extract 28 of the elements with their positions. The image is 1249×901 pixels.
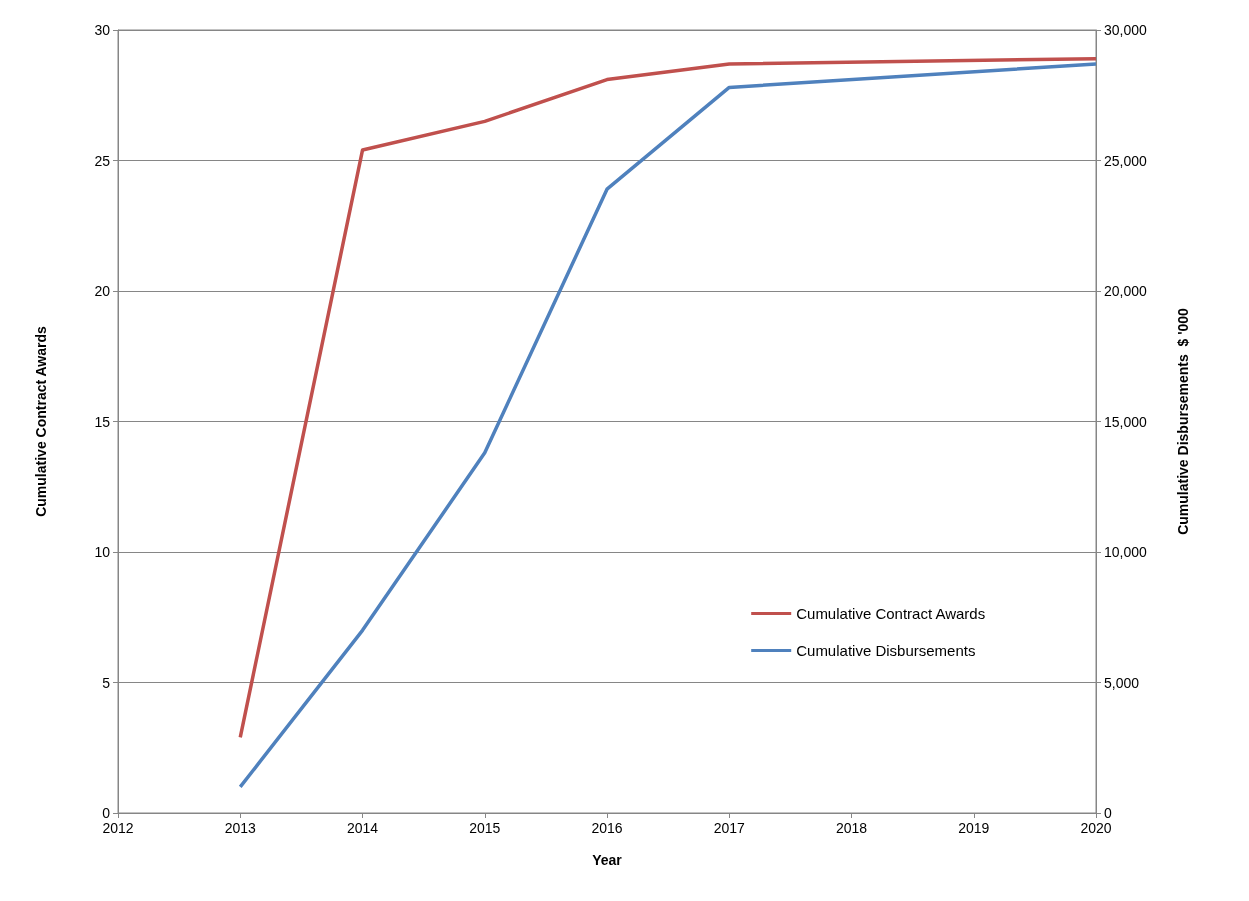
x-tick-label: 2018: [835, 820, 868, 836]
x-tick-label: 2019: [958, 820, 990, 836]
x-tick-label: 2013: [224, 820, 257, 836]
y2-tick-label: 30,000: [1104, 22, 1148, 38]
y2-tick-label: 0: [1104, 805, 1112, 821]
y-tick-label: 0: [102, 805, 111, 821]
y-tick-label: 30: [94, 22, 111, 38]
legend-label: Cumulative Contract Awards: [796, 605, 986, 622]
x-tick-label: 2016: [591, 820, 623, 836]
x-tick-label: 2012: [102, 820, 134, 836]
y2-tick-label: 5,000: [1104, 674, 1140, 691]
y2-tick-label: 20,000: [1104, 283, 1148, 299]
y-axis-title: Cumulative Contract Awards: [33, 325, 49, 517]
x-tick-label: 2014: [346, 820, 379, 836]
legend-label: Cumulative Disbursements: [796, 642, 976, 659]
y-tick-label: 25: [94, 152, 111, 169]
x-tick-label: 2020: [1080, 820, 1112, 836]
y-tick-label: 15: [94, 413, 111, 430]
y2-tick-label: 10,000: [1104, 544, 1148, 560]
x-axis-title: Year: [592, 852, 623, 868]
y2-tick-label: 15,000: [1104, 413, 1148, 430]
x-tick-label: 2015: [469, 820, 501, 836]
y-tick-label: 10: [94, 544, 111, 560]
y2-tick-label: 25,000: [1104, 152, 1148, 169]
y2-axis-title: Cumulative Disbursements $ '000: [1175, 307, 1191, 535]
y-tick-label: 20: [94, 283, 111, 299]
x-tick-label: 2017: [713, 820, 746, 836]
y-tick-label: 5: [102, 674, 111, 691]
